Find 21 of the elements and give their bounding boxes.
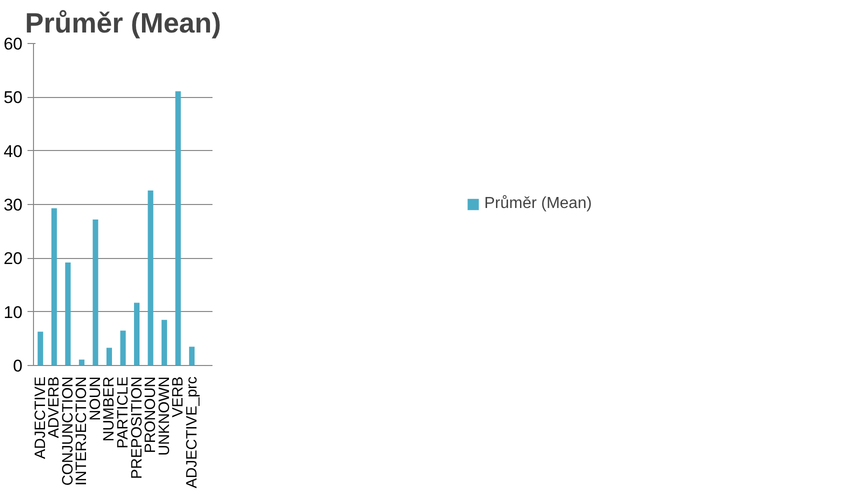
bar bbox=[106, 348, 112, 366]
bar bbox=[189, 346, 195, 366]
y-tick-label: 50 bbox=[4, 88, 23, 108]
bar bbox=[162, 320, 168, 366]
bar bbox=[38, 332, 44, 366]
bar bbox=[78, 360, 84, 366]
y-tick-label: 0 bbox=[13, 356, 23, 376]
y-tick-label: 60 bbox=[4, 34, 23, 54]
chart-title: Průměr (Mean) bbox=[24, 8, 222, 38]
legend-label: Průměr (Mean) bbox=[484, 195, 592, 213]
bar bbox=[175, 91, 181, 366]
y-tick-label: 40 bbox=[4, 142, 23, 161]
bar bbox=[92, 220, 98, 366]
bar bbox=[134, 302, 140, 366]
y-tick-label: 10 bbox=[4, 302, 23, 322]
y-tick-label: 20 bbox=[4, 249, 23, 268]
y-tick-label: 30 bbox=[4, 196, 23, 214]
bar bbox=[148, 190, 154, 366]
bar bbox=[51, 208, 57, 366]
bar bbox=[120, 330, 126, 366]
bar bbox=[65, 262, 71, 366]
